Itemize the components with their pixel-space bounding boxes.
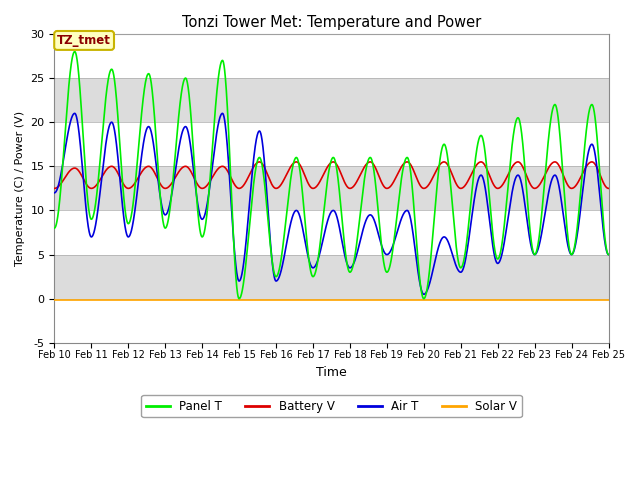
Bar [54, 78, 609, 122]
Bar [54, 78, 609, 122]
Legend: Panel T, Battery V, Air T, Solar V: Panel T, Battery V, Air T, Solar V [141, 395, 522, 418]
Bar [54, 299, 609, 343]
Bar [54, 34, 609, 78]
Bar [54, 254, 609, 299]
Bar [54, 34, 609, 78]
X-axis label: Time: Time [316, 366, 347, 379]
Text: TZ_tmet: TZ_tmet [57, 34, 111, 47]
Bar [54, 166, 609, 210]
Bar [54, 166, 609, 210]
Y-axis label: Temperature (C) / Power (V): Temperature (C) / Power (V) [15, 111, 25, 266]
Bar [54, 254, 609, 299]
Bar [54, 122, 609, 166]
Bar [54, 122, 609, 166]
Bar [54, 210, 609, 254]
Title: Tonzi Tower Met: Temperature and Power: Tonzi Tower Met: Temperature and Power [182, 15, 481, 30]
Bar [54, 299, 609, 343]
Bar [54, 210, 609, 254]
